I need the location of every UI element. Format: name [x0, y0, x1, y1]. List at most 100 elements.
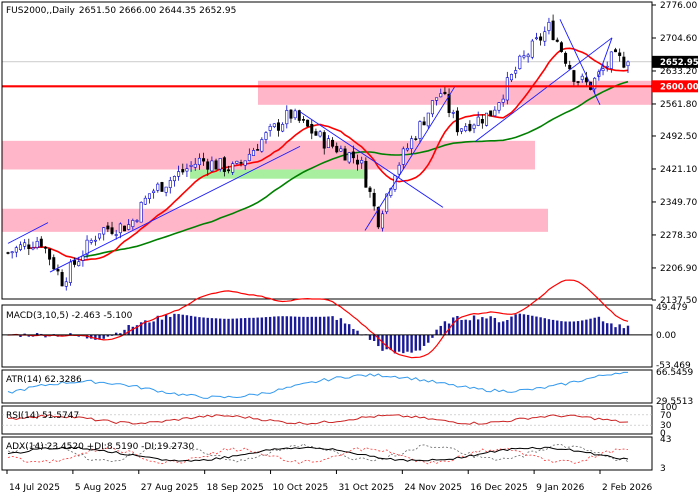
candle-body	[202, 158, 206, 162]
macd-panel[interactable]: MACD(3,10,5) -2.463 -5.100 49.479 0.00 -53…	[1, 279, 691, 371]
price-panel-frame	[1, 1, 653, 300]
macd-bar	[268, 316, 272, 335]
candle-body	[235, 160, 239, 164]
candle-body	[405, 147, 409, 151]
candle-body	[64, 281, 68, 287]
macd-bar	[335, 319, 338, 335]
candle-body	[206, 161, 210, 170]
macd-bar	[610, 323, 613, 335]
macd-bar	[605, 323, 609, 335]
price-panel[interactable]: FUS2000,,Daily 2651.50 2666.00 2644.35 26…	[1, 1, 699, 306]
candle-body	[518, 55, 522, 69]
candle-body	[231, 163, 235, 173]
candle-body	[414, 138, 418, 140]
macd-tick-label: -53.469	[656, 361, 691, 371]
macd-bar	[331, 316, 334, 335]
macd-bar	[173, 313, 176, 335]
macd-label: MACD(3,10,5) -2.463 -5.100	[6, 311, 133, 321]
macd-bar	[468, 320, 472, 335]
candle-body	[139, 202, 143, 223]
adx-panel[interactable]: ADX(14) 23.4520 +DI:8.5190 -DI:19.2730 4…	[1, 435, 671, 474]
candle-body	[493, 109, 497, 117]
candle-body	[368, 187, 372, 192]
rsi-label: RSI(14) 51.5747	[6, 411, 79, 421]
candle-body	[593, 77, 597, 90]
candle-body	[605, 65, 609, 68]
macd-bar	[614, 327, 617, 335]
candle-body	[522, 55, 526, 58]
time-tick-label: 5 Aug 2025	[75, 483, 127, 493]
atr-panel[interactable]: ATR(14) 62.3286 66.5459 29.5513	[1, 368, 693, 407]
candle-body	[143, 197, 147, 205]
macd-bar	[372, 334, 376, 341]
candle-body	[48, 248, 52, 260]
candle-body	[35, 240, 39, 248]
candlesticks	[6, 14, 630, 291]
macd-bar	[202, 317, 205, 335]
candle-body	[372, 192, 376, 207]
macd-bar	[410, 334, 413, 353]
macd-bar	[506, 320, 509, 335]
candle-body	[559, 42, 563, 52]
macd-bar	[556, 320, 559, 335]
candle-body	[10, 251, 14, 254]
macd-bar	[626, 325, 630, 335]
macd-bar	[194, 316, 197, 335]
plus-di-line	[7, 443, 629, 463]
candle-body	[376, 206, 380, 228]
candle-body	[181, 169, 185, 173]
macd-bar	[368, 334, 372, 340]
candle-body	[347, 152, 351, 163]
macd-bar	[185, 315, 189, 335]
candle-body	[543, 31, 547, 42]
macd-bar	[285, 316, 288, 335]
candle-body	[555, 39, 559, 42]
last-price-label: 2652.95	[660, 58, 699, 68]
time-tick-label: 10 Oct 2025	[273, 483, 329, 493]
atr-tick-label: 29.5513	[656, 397, 693, 407]
candle-body	[289, 109, 293, 119]
candle-body	[622, 56, 626, 68]
candle-body	[476, 116, 480, 126]
macd-bar	[152, 321, 155, 335]
candle-body	[609, 51, 613, 69]
trendline	[364, 86, 456, 231]
time-axis: 14 Jul 2025 5 Aug 2025 27 Aug 2025 18 Sep 2…	[6, 470, 653, 493]
candle-body	[380, 213, 384, 229]
candle-body	[326, 138, 330, 148]
macd-bar	[106, 334, 110, 337]
macd-bar	[510, 316, 513, 335]
macd-bar	[356, 330, 359, 335]
macd-bar	[539, 317, 542, 335]
candle-body	[135, 220, 139, 222]
macd-bar	[256, 317, 259, 335]
macd-bar	[210, 318, 214, 335]
atr-tick-label: 66.5459	[656, 368, 693, 378]
candle-body	[485, 112, 489, 126]
candle-body	[306, 119, 310, 127]
price-zone	[2, 140, 535, 170]
macd-bar	[19, 334, 22, 337]
adx-axis: 43 3	[660, 435, 671, 474]
candle-body	[626, 61, 630, 67]
candle-body	[468, 123, 472, 131]
macd-bar	[489, 316, 492, 335]
macd-bar	[90, 334, 93, 339]
macd-bar	[127, 325, 130, 335]
support-price-tag	[652, 80, 698, 93]
candle-body	[14, 247, 18, 253]
macd-bar	[123, 329, 126, 335]
macd-bar	[252, 317, 255, 335]
candle-body	[430, 100, 434, 115]
macd-bar	[585, 319, 588, 335]
macd-bar	[526, 314, 530, 335]
macd-bar	[581, 320, 584, 335]
candle-body	[314, 131, 318, 136]
candle-body	[114, 234, 118, 236]
candle-body	[576, 81, 580, 83]
candle-body	[614, 49, 618, 53]
macd-bar	[281, 316, 284, 335]
macd-bar	[177, 314, 180, 335]
